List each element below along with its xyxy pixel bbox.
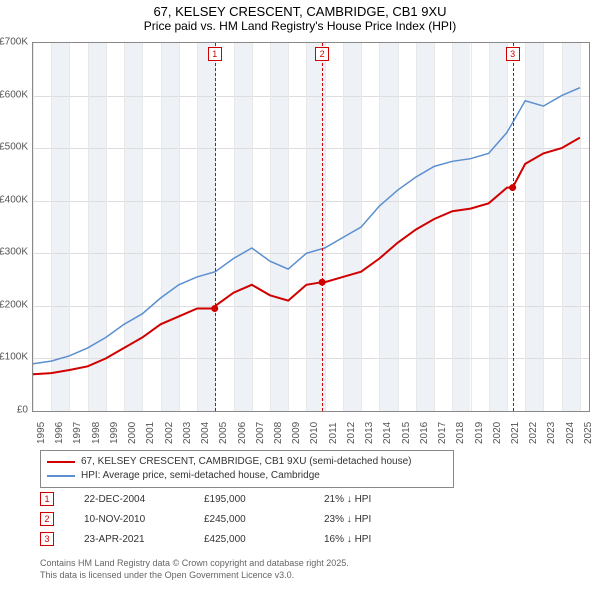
legend-swatch-price [47,461,75,463]
legend-row-price: 67, KELSEY CRESCENT, CAMBRIDGE, CB1 9XU … [47,455,447,469]
x-tick-label: 2017 [437,422,448,444]
y-tick-label: £100K [0,352,28,363]
x-tick-label: 2004 [200,422,211,444]
attribution: Contains HM Land Registry data © Crown c… [40,558,349,581]
event-marker: 3 [506,47,520,61]
event-num-marker: 3 [40,532,54,546]
x-tick-label: 2022 [528,422,539,444]
x-tick-label: 2025 [583,422,594,444]
legend-label-hpi: HPI: Average price, semi-detached house,… [81,469,320,483]
x-tick-label: 2010 [309,422,320,444]
x-tick-label: 2000 [127,422,138,444]
x-axis: 1995 1996 1997 1998 1999 2000 2001 2002 2003 2004… [32,414,590,454]
x-tick-label: 2020 [492,422,503,444]
x-tick-label: 1999 [109,422,120,444]
event-num-marker: 1 [40,492,54,506]
event-price: £425,000 [204,534,294,545]
event-date: 23-APR-2021 [84,534,174,545]
event-price: £195,000 [204,494,294,505]
x-tick-label: 1996 [54,422,65,444]
attribution-line2: This data is licensed under the Open Gov… [40,570,349,582]
legend: 67, KELSEY CRESCENT, CAMBRIDGE, CB1 9XU … [40,450,454,488]
series-line-hpi [33,88,580,364]
x-tick-label: 2024 [565,422,576,444]
x-tick-label: 2014 [382,422,393,444]
x-tick-label: 2005 [218,422,229,444]
x-tick-label: 2018 [455,422,466,444]
x-tick-label: 2021 [510,422,521,444]
x-tick-label: 2019 [474,422,485,444]
x-tick-label: 1998 [91,422,102,444]
event-table: 1 22-DEC-2004 £195,000 21% ↓ HPI 2 10-NOV-201… [40,492,414,552]
x-tick-label: 2009 [291,422,302,444]
event-row: 1 22-DEC-2004 £195,000 21% ↓ HPI [40,492,414,506]
title-subtitle: Price paid vs. HM Land Registry's House … [0,19,600,33]
y-tick-label: £400K [0,194,28,205]
event-num-marker: 2 [40,512,54,526]
chart-container: 67, KELSEY CRESCENT, CAMBRIDGE, CB1 9XU … [0,0,600,590]
attribution-line1: Contains HM Land Registry data © Crown c… [40,558,349,570]
event-row: 2 10-NOV-2010 £245,000 23% ↓ HPI [40,512,414,526]
x-tick-label: 2006 [237,422,248,444]
plot-area: 1 2 3 [32,42,590,412]
y-tick-label: £500K [0,142,28,153]
series-line-price_paid [33,138,580,375]
x-tick-label: 2016 [419,422,430,444]
y-tick-label: £600K [0,89,28,100]
event-diff: 21% ↓ HPI [324,494,414,505]
x-tick-label: 2007 [255,422,266,444]
x-tick-label: 2012 [346,422,357,444]
event-marker: 2 [315,47,329,61]
y-tick-label: £0 [17,405,28,416]
legend-swatch-hpi [47,475,75,477]
y-axis: £0£100K£200K£300K£400K£500K£600K£700K [0,42,30,412]
event-diff: 23% ↓ HPI [324,514,414,525]
event-date: 10-NOV-2010 [84,514,174,525]
chart-svg [33,43,589,411]
y-tick-label: £300K [0,247,28,258]
legend-label-price: 67, KELSEY CRESCENT, CAMBRIDGE, CB1 9XU … [81,455,412,469]
event-vline [322,43,323,411]
x-tick-label: 2011 [328,422,339,444]
event-diff: 16% ↓ HPI [324,534,414,545]
event-vline [513,43,514,411]
x-tick-label: 2023 [546,422,557,444]
event-row: 3 23-APR-2021 £425,000 16% ↓ HPI [40,532,414,546]
x-tick-label: 2015 [401,422,412,444]
event-vline [215,43,216,411]
y-tick-label: £700K [0,37,28,48]
x-tick-label: 2002 [164,422,175,444]
x-tick-label: 1995 [36,422,47,444]
legend-row-hpi: HPI: Average price, semi-detached house,… [47,469,447,483]
x-tick-label: 2008 [273,422,284,444]
event-date: 22-DEC-2004 [84,494,174,505]
title-block: 67, KELSEY CRESCENT, CAMBRIDGE, CB1 9XU … [0,0,600,33]
event-price: £245,000 [204,514,294,525]
x-tick-label: 2003 [182,422,193,444]
x-tick-label: 2013 [364,422,375,444]
y-tick-label: £200K [0,299,28,310]
event-marker: 1 [208,47,222,61]
title-address: 67, KELSEY CRESCENT, CAMBRIDGE, CB1 9XU [0,4,600,19]
x-tick-label: 1997 [72,422,83,444]
x-tick-label: 2001 [145,422,156,444]
